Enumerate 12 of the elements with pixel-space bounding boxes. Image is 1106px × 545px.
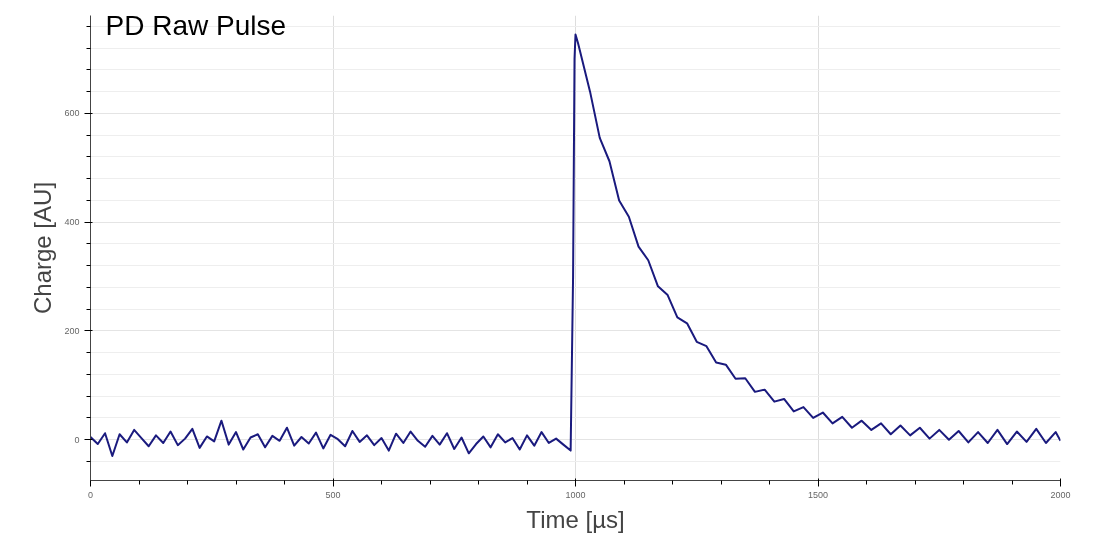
y-axis-title: Charge [AU] (29, 181, 57, 315)
x-tick-label: 0 (88, 489, 94, 500)
line-series (90, 33, 1061, 458)
x-tick-label: 2000 (1050, 489, 1071, 500)
y-tick-label: 0 (74, 434, 80, 445)
x-tick-label: 1500 (807, 489, 829, 500)
x-axis-title: Time [µs] (526, 505, 625, 533)
y-tick-label: 600 (64, 108, 80, 119)
x-tick-label: 500 (325, 489, 341, 500)
x-tick-label: 1000 (565, 489, 586, 500)
y-tick-label: 400 (64, 217, 80, 228)
y-tick-label: 200 (64, 325, 80, 336)
